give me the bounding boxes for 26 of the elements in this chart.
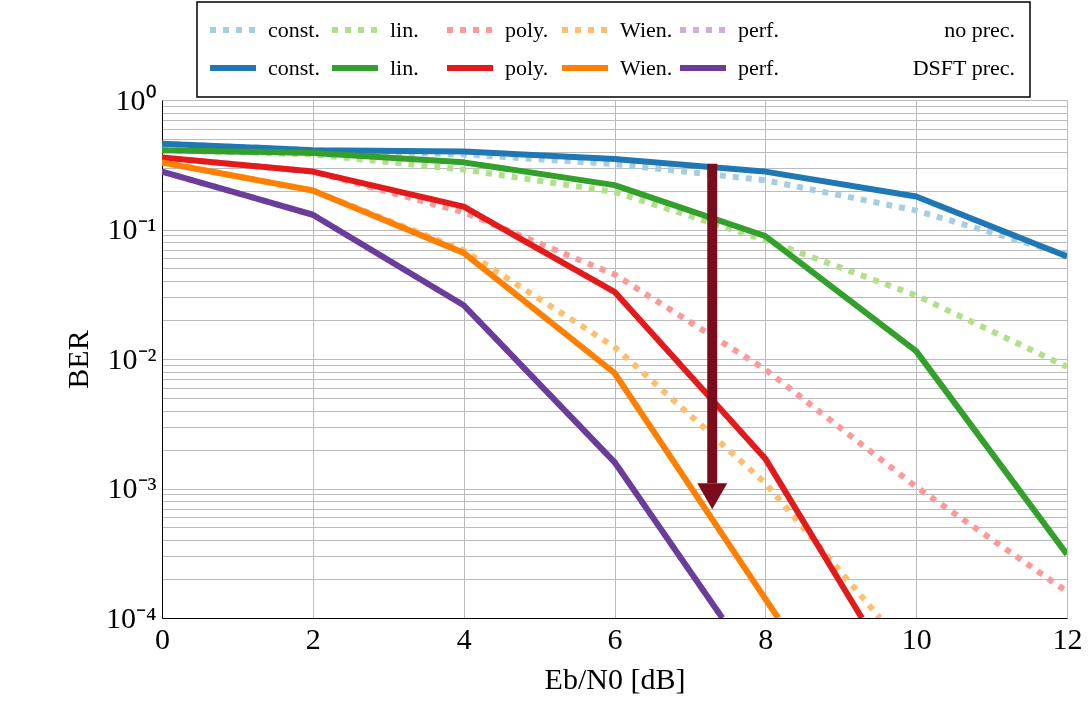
x-axis-title: Eb/N0 [dB]	[544, 661, 686, 695]
legend-label: const.	[268, 17, 320, 42]
y-tick-label: 10⁻³	[107, 471, 157, 504]
x-tick-label: 0	[155, 621, 170, 655]
legend-label: poly.	[505, 17, 549, 42]
y-axis-title: BER	[61, 330, 95, 389]
x-tick-label: 6	[607, 621, 623, 655]
x-tick-label: 2	[305, 621, 321, 655]
x-tick-label: 8	[758, 621, 774, 655]
legend-label: perf.	[738, 17, 779, 42]
y-tick-label: 10⁻¹	[107, 212, 157, 245]
text: DSFT prec.	[912, 55, 1015, 80]
x-tick-label: 10	[901, 621, 932, 655]
text: no prec.	[944, 17, 1015, 42]
y-tick-label: 10⁻⁴	[106, 600, 157, 634]
y-tick-label: 10⁰	[115, 82, 157, 116]
y-tick-label: 10⁻²	[107, 341, 157, 375]
legend-label: poly.	[505, 55, 549, 80]
legend-label: Wien.	[620, 17, 673, 42]
legend-label: lin.	[390, 17, 419, 42]
x-tick-label: 4	[456, 621, 472, 655]
legend-label: const.	[268, 55, 320, 80]
legend-label: Wien.	[620, 55, 673, 80]
legend-label: lin.	[390, 55, 419, 80]
x-tick-label: 12	[1052, 621, 1083, 655]
legend-label: perf.	[738, 55, 779, 80]
